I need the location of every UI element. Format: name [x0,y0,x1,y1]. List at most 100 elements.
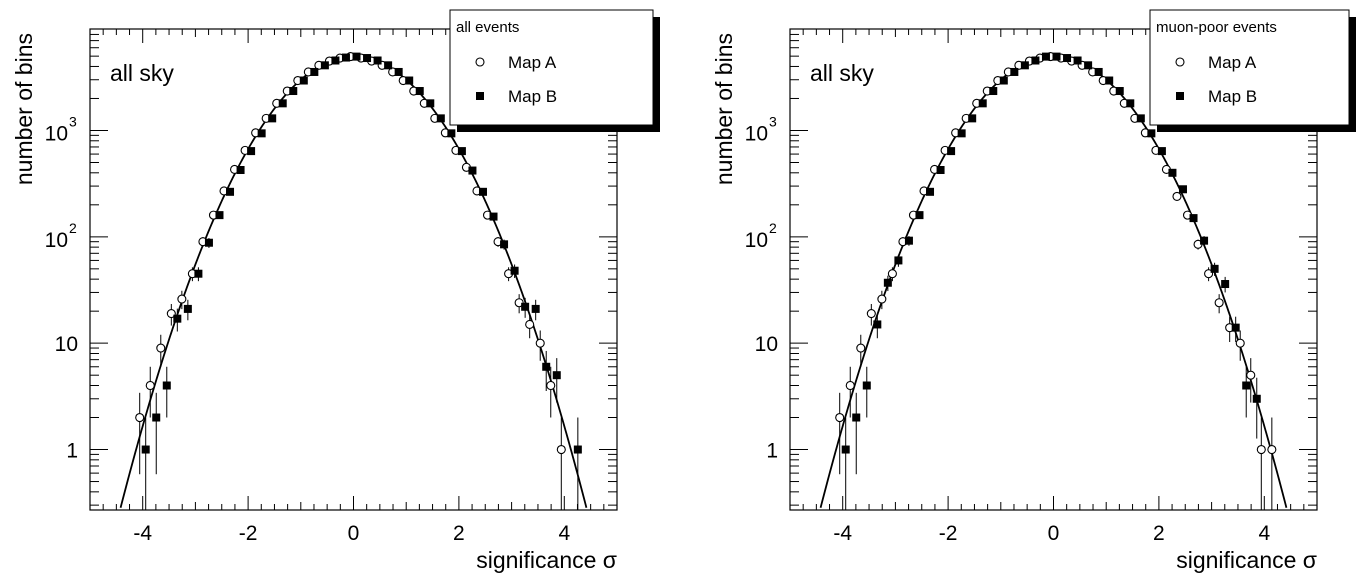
data-point-filled-square [926,187,935,196]
data-point-filled-square [141,445,150,454]
y-tick-label: 1 [66,440,78,463]
data-point-open-circle [525,319,535,330]
data-point-filled-square [310,67,319,76]
data-point-filled-square [257,129,266,138]
x-tick-label: -2 [939,522,958,545]
y-tick-exponent: 2 [69,220,77,236]
legend-entry-label: Map A [1208,53,1257,72]
data-point-filled-square [1073,56,1082,65]
series-map-b [841,52,1261,510]
data-point-filled-square [841,445,850,454]
data-point-filled-square [521,302,530,311]
x-tick-label: 0 [348,522,360,545]
data-point-filled-square [968,114,977,123]
data-point-filled-square [1010,67,1019,76]
y-axis-title: number of bins [711,33,737,185]
data-point-filled-square [215,211,224,220]
data-point-filled-square [194,269,203,278]
data-point-filled-square [320,61,329,70]
data-point-filled-square [236,166,245,175]
y-tick-label: 10 [745,122,768,145]
data-point-filled-square [299,76,308,85]
y-axis-title: number of bins [11,33,37,185]
y-tick-label: 10 [45,229,68,252]
data-point-filled-square [531,304,540,313]
data-point-filled-square [363,54,372,63]
data-point-filled-square [1147,129,1156,138]
data-point-open-circle [1246,370,1256,380]
data-point-filled-square [352,52,361,61]
y-tick-label: 10 [745,229,768,252]
legend-marker-filled-square [1176,92,1184,100]
data-point-filled-square [278,99,287,108]
data-point-filled-square [1115,87,1124,96]
y-tick-exponent: 3 [769,113,777,129]
x-axis-title: significance σ [1176,547,1317,573]
data-point-filled-square [1168,168,1177,177]
data-point-filled-square [405,76,414,85]
legend-header: muon-poor events [1156,19,1277,36]
data-point-open-circle [856,343,866,353]
data-point-open-circle [1235,338,1245,348]
data-point-filled-square [415,87,424,96]
data-point-filled-square [447,129,456,138]
data-point-filled-square [1084,61,1093,70]
data-point-filled-square [957,129,966,138]
data-point-open-circle [546,380,556,391]
data-point-filled-square [1157,147,1166,156]
data-point-filled-square [1200,236,1209,245]
data-point-filled-square [936,166,945,175]
data-point-filled-square [384,61,393,70]
data-point-filled-square [162,381,171,390]
data-point-open-circle [866,308,876,319]
series-map-b [141,52,582,510]
legend-marker-filled-square [476,92,484,100]
data-point-filled-square [947,147,956,156]
legend-marker-open-circle [1175,57,1185,67]
legend: muon-poor events Map A Map B [1149,9,1356,132]
data-point-filled-square [394,67,403,76]
legend-header: all events [456,19,519,36]
x-tick-label: 4 [1258,522,1270,545]
data-point-filled-square [915,211,924,220]
x-tick-label: 4 [558,522,570,545]
x-tick-label: -4 [133,522,152,545]
legend-entry-label: Map A [508,53,557,72]
data-point-filled-square [436,114,445,123]
data-point-filled-square [183,304,192,313]
data-point-filled-square [1136,114,1145,123]
data-point-filled-square [1020,61,1029,70]
data-point-filled-square [978,99,987,108]
data-point-open-circle [535,338,545,348]
data-point-filled-square [1210,264,1219,273]
data-point-filled-square [989,87,998,96]
y-tick-label: 10 [755,333,778,356]
data-point-filled-square [1063,54,1072,63]
data-point-filled-square [1105,76,1114,85]
y-tick-label: 10 [45,122,68,145]
data-point-filled-square [426,99,435,108]
x-tick-label: 2 [453,522,465,545]
data-point-filled-square [542,362,551,371]
data-point-open-circle [877,294,887,304]
data-point-filled-square [268,114,277,123]
data-point-open-circle [1214,298,1224,308]
data-point-filled-square [883,278,892,287]
data-point-filled-square [1031,56,1040,65]
data-point-filled-square [999,76,1008,85]
data-point-open-circle [887,269,897,279]
data-point-filled-square [1189,214,1198,223]
legend-marker-open-circle [475,57,485,67]
data-point-filled-square [1252,394,1261,403]
data-point-filled-square [500,240,509,249]
x-tick-label: 2 [1153,522,1165,545]
data-point-filled-square [152,413,161,422]
data-point-filled-square [247,147,256,156]
all-sky-label: all sky [810,60,874,86]
data-point-filled-square [478,187,487,196]
data-point-open-circle [1256,444,1266,455]
data-point-filled-square [373,56,382,65]
